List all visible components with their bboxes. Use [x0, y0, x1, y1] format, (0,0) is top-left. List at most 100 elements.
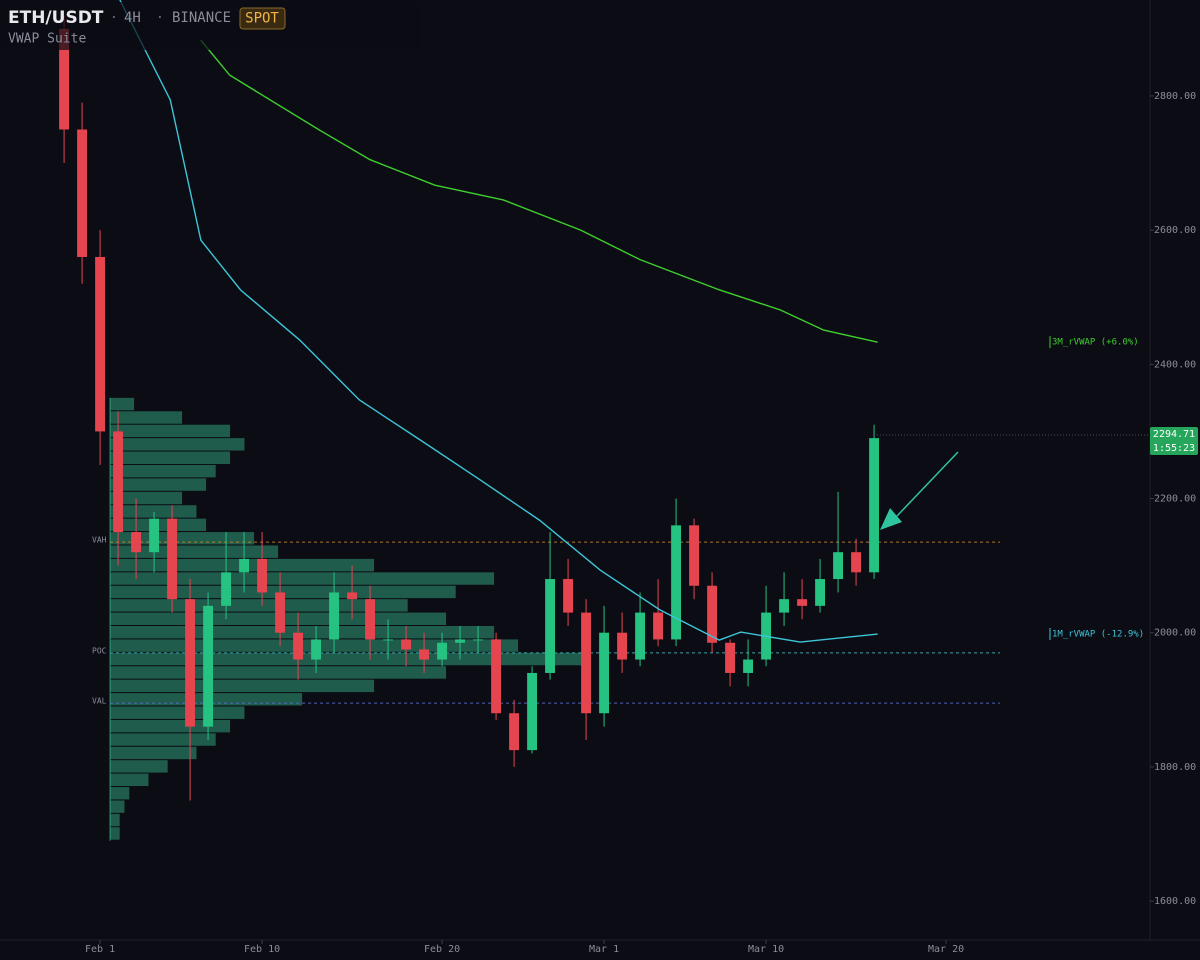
overlay: [880, 451, 959, 530]
x-tick-label: Feb 10: [244, 944, 280, 955]
volume-profile-bar: [110, 438, 245, 451]
candle-body: [311, 639, 322, 660]
candle-body: [167, 518, 178, 600]
volume-profile-bar: [110, 397, 135, 411]
candle-body: [59, 28, 70, 130]
level-label: VAH: [92, 536, 107, 545]
series-label: 1M_rVWAP (-12.9%): [1052, 630, 1144, 640]
volume-profile-bar: [110, 746, 197, 760]
candle-body: [455, 639, 466, 643]
candle-body: [815, 579, 826, 606]
last-price: 2294.71: [1153, 429, 1195, 440]
candle-body: [527, 672, 538, 751]
volume-profile-bar: [110, 411, 183, 424]
candle-body: [653, 612, 664, 640]
volume-profile-bar: [110, 424, 231, 438]
candle-body: [347, 592, 358, 600]
volume-profile-bar: [110, 572, 495, 585]
volume-profile-bar: [110, 787, 130, 800]
candle-body: [113, 431, 124, 533]
volume-profile-bar: [110, 800, 125, 813]
volume-profile-bar: [110, 666, 447, 679]
candle-body: [617, 632, 628, 660]
candle-body: [725, 642, 736, 673]
y-tick-label: 2800.00: [1154, 91, 1196, 102]
x-tick-label: Mar 20: [928, 944, 964, 955]
candle-body: [671, 525, 682, 640]
last-price-tag: [1150, 426, 1198, 455]
y-tick-label: 2200.00: [1154, 494, 1196, 505]
candle-body: [257, 558, 268, 593]
candle-body: [743, 659, 754, 673]
x-tick-label: Feb 1: [85, 944, 115, 955]
candle-body: [131, 532, 142, 553]
candle-body: [437, 642, 448, 660]
volume-profile-bar: [110, 464, 216, 478]
candle-body: [401, 639, 412, 650]
candle-body: [707, 585, 718, 643]
volume-profile-bar: [110, 585, 456, 599]
countdown: 1:55:23: [1153, 443, 1195, 454]
volume-profile-bar: [110, 505, 197, 518]
candle-body: [365, 599, 376, 640]
volume-profile-bar: [110, 760, 168, 773]
market-badge: [239, 7, 286, 30]
y-tick-label: 2400.00: [1154, 359, 1196, 370]
vwap-line: [200, 39, 878, 343]
market: SPOT: [245, 11, 279, 27]
separator: ·: [110, 11, 118, 26]
candle-body: [509, 713, 520, 751]
candle-body: [851, 552, 862, 573]
candle-body: [419, 649, 430, 660]
candle-body: [329, 592, 340, 640]
candle-body: [149, 518, 160, 553]
annotation-arrow-head: [880, 508, 902, 530]
volume-profile-bar: [110, 599, 408, 612]
level-label: POC: [92, 646, 107, 655]
candle-body: [185, 599, 196, 727]
candle-body: [563, 579, 574, 613]
volume-profile-bar: [110, 773, 149, 787]
candle-body: [689, 525, 700, 586]
candle-body: [239, 558, 250, 573]
candle-body: [77, 129, 88, 257]
y-tick-label: 2600.00: [1154, 225, 1196, 236]
level-label: VAL: [92, 697, 107, 706]
candle-body: [599, 632, 610, 714]
x-tick-label: Mar 10: [748, 944, 784, 955]
candle-body: [203, 605, 214, 727]
candle-body: [221, 572, 232, 606]
volume-profile-bar: [110, 827, 120, 840]
candle-body: [581, 612, 592, 714]
volume-profile-bar: [110, 733, 216, 746]
separator: ·: [156, 11, 164, 26]
symbol: ETH/USDT: [8, 8, 104, 28]
series-label: 3M_rVWAP (+6.0%): [1052, 338, 1139, 348]
y-tick-label: 1600.00: [1154, 896, 1196, 907]
volume-profile-bar: [110, 706, 245, 719]
candle-body: [383, 639, 394, 641]
plot: VAH POC VAL: [59, 0, 1154, 944]
volume-profile-bar: [110, 478, 207, 491]
y-tick-label: 1800.00: [1154, 762, 1196, 773]
timeframe: 4H: [124, 10, 141, 26]
annotation-arrow-line: [896, 451, 959, 517]
header-backdrop: [0, 2, 420, 50]
candle-body: [779, 599, 790, 613]
candle-body: [869, 438, 880, 573]
volume-profile-bar: [110, 532, 255, 545]
volume-profile-bar: [110, 813, 120, 827]
volume-profile-bar: [110, 451, 231, 464]
candle-body: [473, 639, 484, 641]
candle-body: [545, 579, 556, 673]
volume-profile-bar: [110, 652, 591, 666]
candle-body: [95, 256, 106, 432]
exchange: BINANCE: [172, 10, 231, 26]
candle-body: [491, 639, 502, 714]
x-tick-label: Feb 20: [424, 944, 460, 955]
vwap-line: [119, 0, 878, 643]
candle-body: [293, 632, 304, 660]
y-tick-label: 2000.00: [1154, 628, 1196, 639]
